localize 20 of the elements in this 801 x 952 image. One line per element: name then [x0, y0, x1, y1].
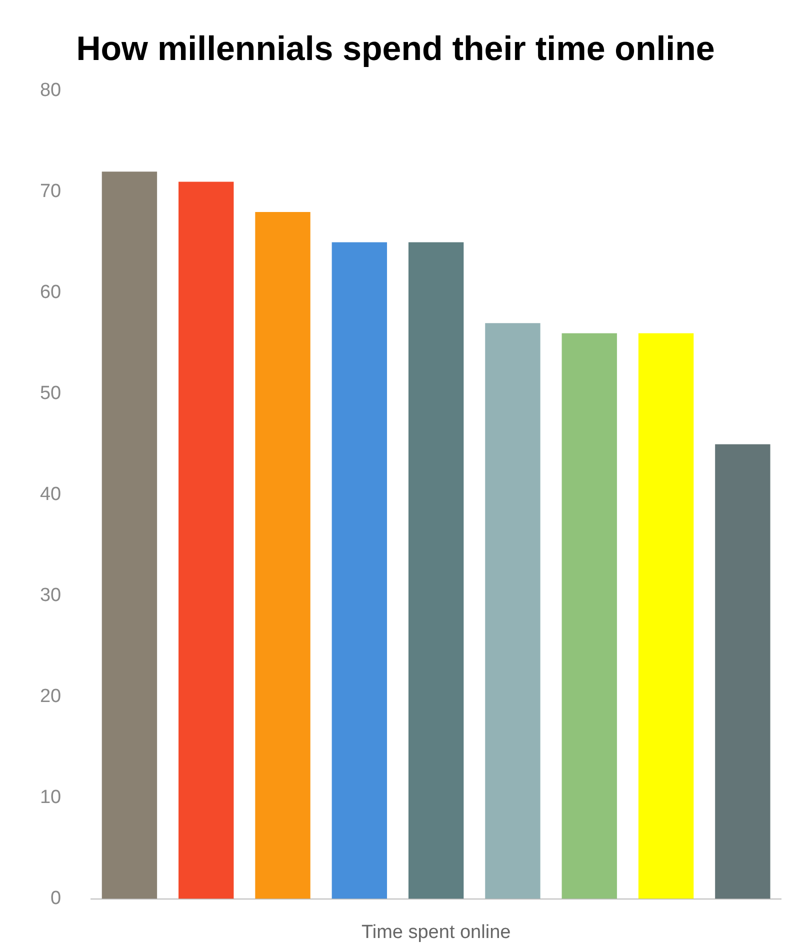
x-axis-title: Time spent online: [361, 922, 511, 943]
y-tick-label: 70: [40, 181, 62, 202]
y-tick-label: 60: [40, 282, 62, 304]
bar: [562, 333, 617, 899]
bar: [715, 444, 770, 899]
y-tick-label: 20: [40, 686, 62, 708]
bar: [485, 323, 540, 899]
bar: [638, 333, 694, 899]
chart-title: How millennials spend their time online: [76, 30, 715, 68]
y-tick-label: 0: [50, 888, 62, 910]
bar: [102, 172, 158, 899]
y-tick-label: 80: [40, 80, 62, 102]
y-tick-label: 50: [40, 383, 62, 404]
bar: [408, 242, 464, 899]
y-tick-label: 40: [40, 484, 62, 506]
bar: [178, 182, 234, 899]
y-tick-label: 10: [40, 787, 62, 808]
y-tick-label: 30: [40, 585, 62, 606]
bar: [332, 242, 388, 899]
bar: [255, 212, 310, 899]
